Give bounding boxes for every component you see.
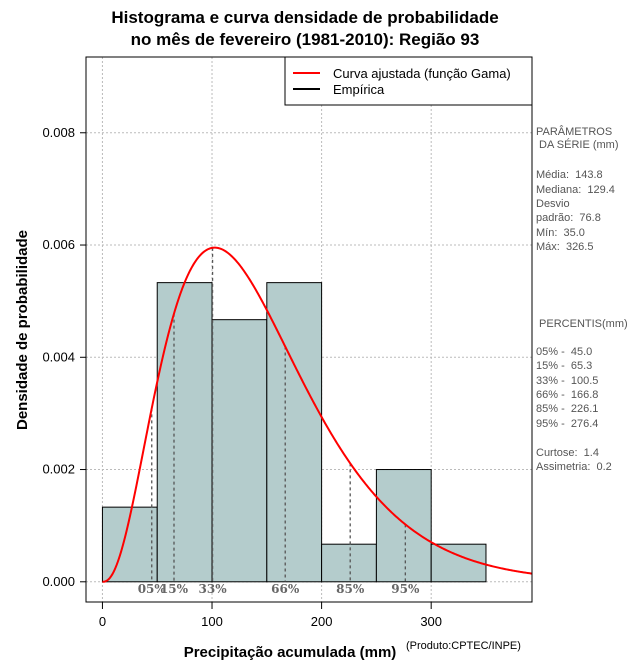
percentile-85: 85% - 226.1 bbox=[536, 403, 599, 415]
y-tick-label-0: 0.000 bbox=[42, 574, 75, 589]
fitted-gamma-curve bbox=[102, 246, 533, 583]
kurtosis: Curtose: 1.4 bbox=[536, 447, 599, 459]
param-sd-label: Desvio bbox=[536, 198, 570, 210]
percentile-label-85: 85% bbox=[336, 582, 365, 596]
axes: 0.000 0.002 0.004 0.006 0.008 0 100 200 300 bbox=[42, 125, 442, 629]
chart-title-line-1: Histograma e curva densidade de probabil… bbox=[111, 8, 499, 27]
percentile-33: 33% - 100.5 bbox=[536, 375, 599, 387]
x-tick-label-2: 200 bbox=[311, 614, 333, 629]
percentile-15: 15% - 65.3 bbox=[536, 360, 593, 372]
percentile-label-66: 66% bbox=[271, 582, 300, 596]
legend: Curva ajustada (função Gama) Empírica bbox=[284, 56, 533, 106]
param-sd-value: padrão: 76.8 bbox=[536, 212, 601, 224]
parameters-subheading: DA SÉRIE (mm) bbox=[536, 139, 619, 151]
histogram-bar-3 bbox=[211, 319, 268, 583]
y-axis-label: Densidade de probabilidade bbox=[14, 230, 31, 430]
chart-title-line-2: no mês de fevereiro (1981-2010): Região … bbox=[130, 30, 480, 49]
x-axis-label: Precipitação acumulada (mm) bbox=[184, 644, 397, 660]
param-mean: Média: 143.8 bbox=[536, 169, 603, 181]
histogram-bar-5 bbox=[321, 543, 377, 583]
param-max: Máx: 326.5 bbox=[536, 241, 594, 253]
percentiles-heading: PERCENTIS(mm) bbox=[536, 318, 628, 330]
legend-empirical-label: Empírica bbox=[333, 82, 385, 97]
y-tick-label-3: 0.006 bbox=[42, 237, 75, 252]
legend-box bbox=[284, 56, 533, 106]
histogram-bars bbox=[101, 282, 487, 583]
percentile-label-05: 05% bbox=[138, 582, 167, 596]
param-median: Mediana: 129.4 bbox=[536, 184, 615, 196]
histogram-bar-4 bbox=[266, 282, 323, 583]
y-tick-label-1: 0.002 bbox=[42, 462, 75, 477]
parameters-heading: PARÂMETROS bbox=[536, 126, 613, 138]
y-tick-label-4: 0.008 bbox=[42, 125, 75, 140]
percentile-66: 66% - 166.8 bbox=[536, 389, 599, 401]
percentile-05: 05% - 45.0 bbox=[536, 346, 593, 358]
percentile-95: 95% - 276.4 bbox=[536, 418, 599, 430]
param-min: Mín: 35.0 bbox=[536, 227, 585, 239]
x-tick-label-0: 0 bbox=[99, 614, 106, 629]
x-tick-label-3: 300 bbox=[420, 614, 442, 629]
x-tick-label-1: 100 bbox=[201, 614, 223, 629]
product-credit: (Produto:CPTEC/INPE) bbox=[406, 640, 521, 652]
percentile-label-95: 95% bbox=[391, 582, 420, 596]
legend-fitted-label: Curva ajustada (função Gama) bbox=[333, 66, 511, 81]
percentile-label-33: 33% bbox=[199, 582, 228, 596]
percentile-label-15: 15% bbox=[160, 582, 189, 596]
percentile-lines: 05%15% 33% 66% 85% 95% bbox=[138, 247, 420, 596]
histogram-bar-2 bbox=[156, 282, 213, 583]
skewness: Assimetria: 0.2 bbox=[536, 461, 612, 473]
y-tick-label-2: 0.004 bbox=[42, 349, 75, 364]
histogram-bar-6 bbox=[375, 469, 432, 583]
